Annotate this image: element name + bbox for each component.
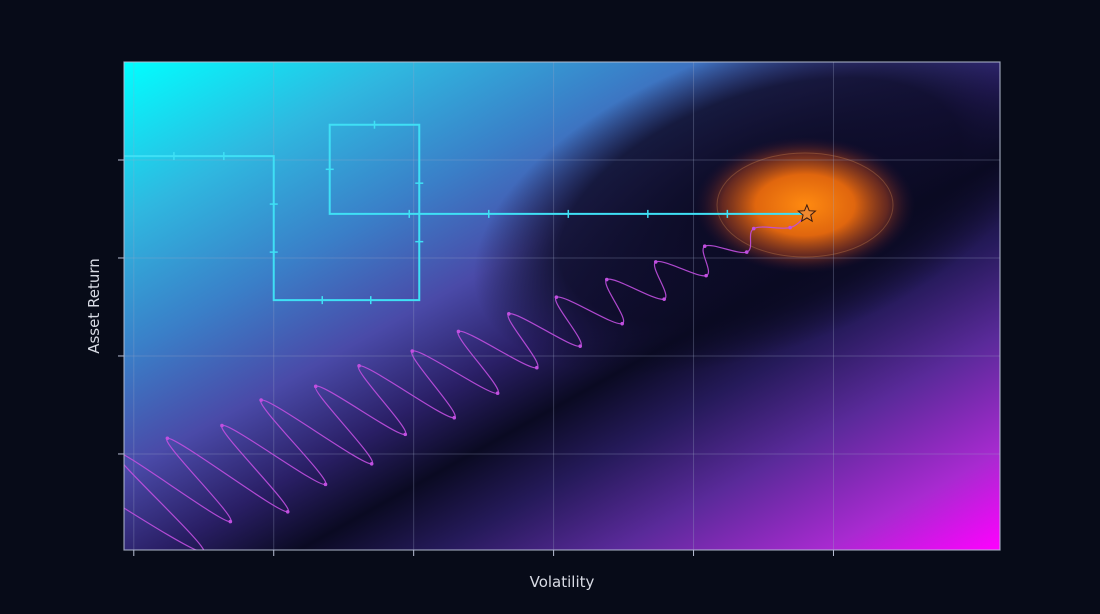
purple-path-point (620, 321, 624, 326)
purple-path-point (357, 363, 361, 368)
cyan-optimizer-path (124, 123, 807, 302)
purple-path-point (554, 295, 559, 299)
purple-path-point (788, 225, 792, 230)
purple-path-point (228, 519, 233, 524)
purple-path-point (220, 423, 224, 428)
purple-path-point (507, 312, 511, 316)
axes (118, 61, 1001, 556)
y-axis-label: Asset Return (85, 258, 103, 354)
purple-path-point (165, 436, 170, 441)
purple-path-point (112, 449, 116, 453)
purple-path-point (75, 477, 79, 481)
purple-path-point (456, 329, 461, 334)
purple-path-point (535, 365, 539, 370)
x-axis-label: Volatility (530, 573, 595, 591)
purple-path-point (495, 391, 500, 396)
purple-path-point (744, 250, 749, 254)
purple-path-point (313, 384, 318, 389)
purple-path-point (704, 273, 708, 278)
purple-path-point (403, 432, 408, 437)
purple-path-point (259, 398, 263, 402)
purple-path-point (202, 550, 206, 554)
purple-path-point (452, 415, 457, 420)
grid (124, 62, 1000, 550)
paths (75, 120, 809, 554)
purple-path-point (604, 277, 609, 282)
contour-background (124, 62, 1000, 550)
purple-path-point (369, 461, 374, 466)
purple-path-point (410, 349, 415, 353)
purple-path-point (285, 509, 290, 514)
optimum-star-icon (797, 203, 817, 223)
purple-optimizer-path (124, 213, 808, 550)
plot-frame (123, 61, 1001, 551)
purple-path-point (751, 226, 756, 231)
purple-path-point (662, 297, 666, 301)
purple-path-point (323, 482, 328, 487)
purple-path-point (578, 344, 582, 348)
purple-path-point (702, 244, 707, 249)
purple-path-point (653, 260, 658, 264)
